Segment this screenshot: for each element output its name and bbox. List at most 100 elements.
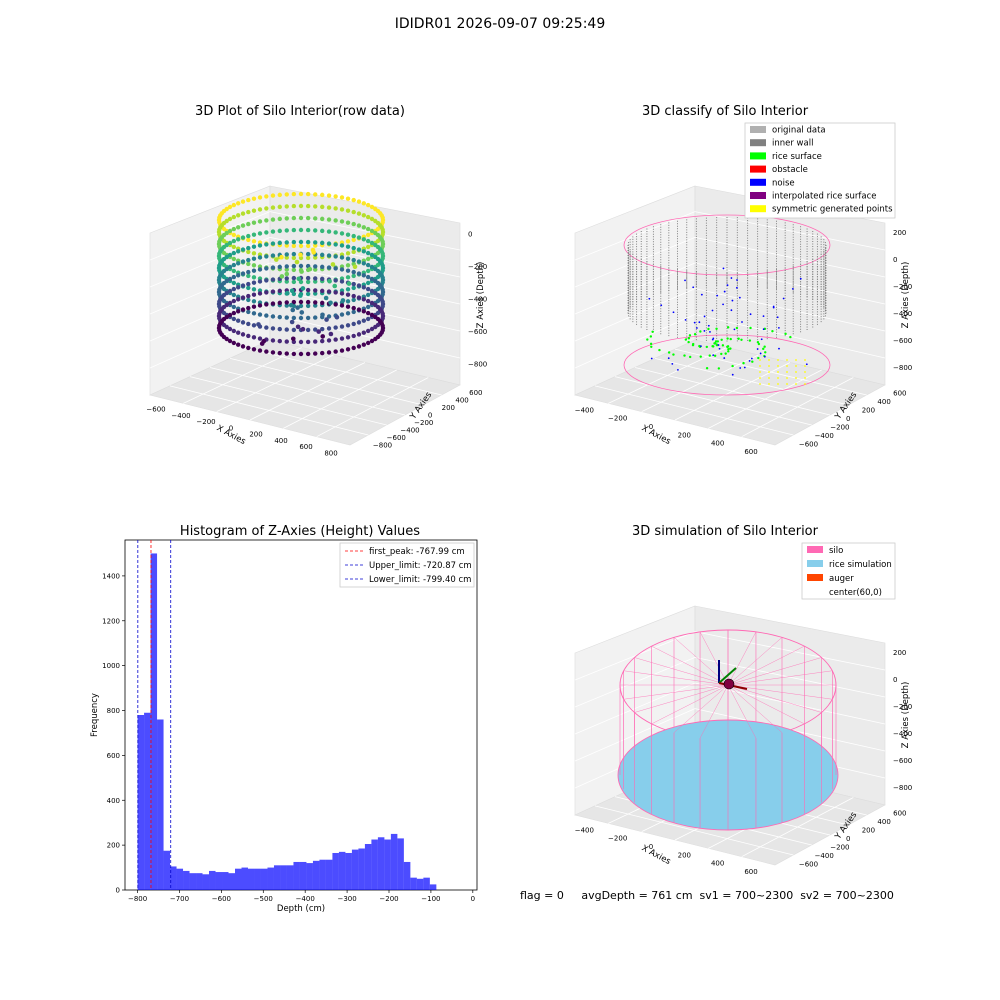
raw-data-point xyxy=(256,322,261,327)
histogram-xtick-label: −800 xyxy=(128,895,147,903)
z-axis-label: Z Axies (Depth) xyxy=(476,262,486,329)
raw-data-point xyxy=(291,315,297,321)
raw-data-point xyxy=(356,320,362,325)
raw-data-point xyxy=(326,289,332,294)
histogram-bar xyxy=(403,861,411,890)
rice-surface-point xyxy=(667,351,671,354)
rice-surface-point xyxy=(726,337,729,340)
raw-data-point xyxy=(227,300,233,306)
symmetric-point xyxy=(777,383,779,385)
raw-data-point xyxy=(270,326,276,331)
silo-roof-line xyxy=(727,684,783,733)
raw-data-point xyxy=(227,312,233,318)
raw-data-point xyxy=(231,274,237,280)
raw-data-point xyxy=(224,266,229,272)
z-axis-label: Z Axies (Depth) xyxy=(901,682,911,749)
raw-data-point xyxy=(257,231,263,236)
raw-data-point xyxy=(284,276,289,281)
raw-data-point xyxy=(351,333,356,339)
x-tick-label: 600 xyxy=(744,448,757,456)
raw-data-point xyxy=(356,199,362,204)
silo-roof-line xyxy=(699,631,729,686)
rice-surface-point xyxy=(713,342,716,345)
x-tick-label: −200 xyxy=(196,418,215,426)
raw-data-point xyxy=(231,226,237,232)
noise-point xyxy=(805,363,808,366)
raw-data-point xyxy=(356,247,362,252)
x-tick-label: −400 xyxy=(575,826,594,834)
simulation-legend-swatch xyxy=(807,546,823,553)
pane-grid xyxy=(694,211,886,251)
y-tick-label: 400 xyxy=(877,818,890,826)
raw-data-point xyxy=(345,196,351,201)
raw-data-point xyxy=(277,240,282,246)
raw-3d-axes: −600−400−20002004006008006004002000−200−… xyxy=(146,185,487,457)
noise-point xyxy=(778,347,780,350)
raw-data-point xyxy=(369,216,375,222)
rice-surface-point xyxy=(789,335,792,339)
noise-point xyxy=(718,347,721,350)
noise-point xyxy=(741,321,743,323)
classify-plot-title: 3D classify of Silo Interior xyxy=(641,104,809,119)
y-tick-label: 600 xyxy=(893,809,906,817)
rice-surface-point xyxy=(693,333,697,336)
rice-surface-point xyxy=(713,354,717,357)
raw-data-point xyxy=(240,271,246,276)
symmetric-point xyxy=(804,377,806,379)
z-tick-label: 0 xyxy=(468,231,472,239)
raw-data-point xyxy=(345,232,351,237)
symmetric-point xyxy=(777,377,779,379)
raw-data-point xyxy=(246,305,251,311)
pane-grid xyxy=(574,236,696,288)
histogram-bar xyxy=(312,860,320,890)
raw-data-point xyxy=(231,304,237,310)
histogram-xtick-label: −100 xyxy=(421,895,440,903)
noise-point xyxy=(730,309,733,312)
raw-data-point xyxy=(345,304,351,309)
rice-surface-point xyxy=(705,345,709,349)
symmetric-point xyxy=(804,383,806,385)
raw-data-point xyxy=(300,286,306,291)
raw-data-point xyxy=(345,275,351,280)
raw-data-point xyxy=(313,204,318,209)
rice-surface-point xyxy=(708,354,711,357)
raw-data-point xyxy=(369,228,375,234)
noise-point xyxy=(717,344,720,346)
raw-data-point xyxy=(231,340,237,346)
raw-data-point xyxy=(333,266,338,271)
rice-surface-point xyxy=(729,337,732,341)
raw-data-point xyxy=(351,281,356,287)
noise-point xyxy=(782,297,785,300)
raw-data-point xyxy=(227,252,233,258)
raw-data-point xyxy=(339,219,345,224)
raw-data-point xyxy=(264,242,269,247)
histogram-bar xyxy=(293,861,300,890)
raw-data-point xyxy=(323,295,329,301)
raw-data-point xyxy=(235,249,241,254)
raw-data-point xyxy=(264,266,269,271)
x-tick-label: 200 xyxy=(678,851,691,859)
histogram-bar xyxy=(377,837,385,890)
raw-data-point xyxy=(351,237,356,243)
raw-data-point xyxy=(240,199,246,204)
raw-data-point xyxy=(270,338,276,343)
histogram-bar xyxy=(144,712,151,890)
raw-data-point xyxy=(320,334,326,339)
simulation-legend-label: auger xyxy=(829,574,854,584)
rice-surface-point xyxy=(756,340,760,344)
noise-point xyxy=(731,299,734,302)
symmetric-point xyxy=(777,359,779,361)
z-axis-label: Z Axies (Depth) xyxy=(901,262,911,329)
raw-data-point xyxy=(231,202,237,208)
classify-legend: original data inner wall rice surface obsta… xyxy=(744,122,896,219)
pane-grid xyxy=(694,631,886,671)
noise-point xyxy=(709,331,711,333)
raw-data-point xyxy=(361,285,367,290)
raw-data-point xyxy=(224,230,229,236)
noise-point xyxy=(695,327,698,329)
raw-data-point xyxy=(251,299,257,304)
raw-data-point xyxy=(277,216,282,222)
x-tick-label: −200 xyxy=(608,835,627,843)
raw-data-point xyxy=(231,256,237,262)
raw-data-point xyxy=(246,297,251,303)
